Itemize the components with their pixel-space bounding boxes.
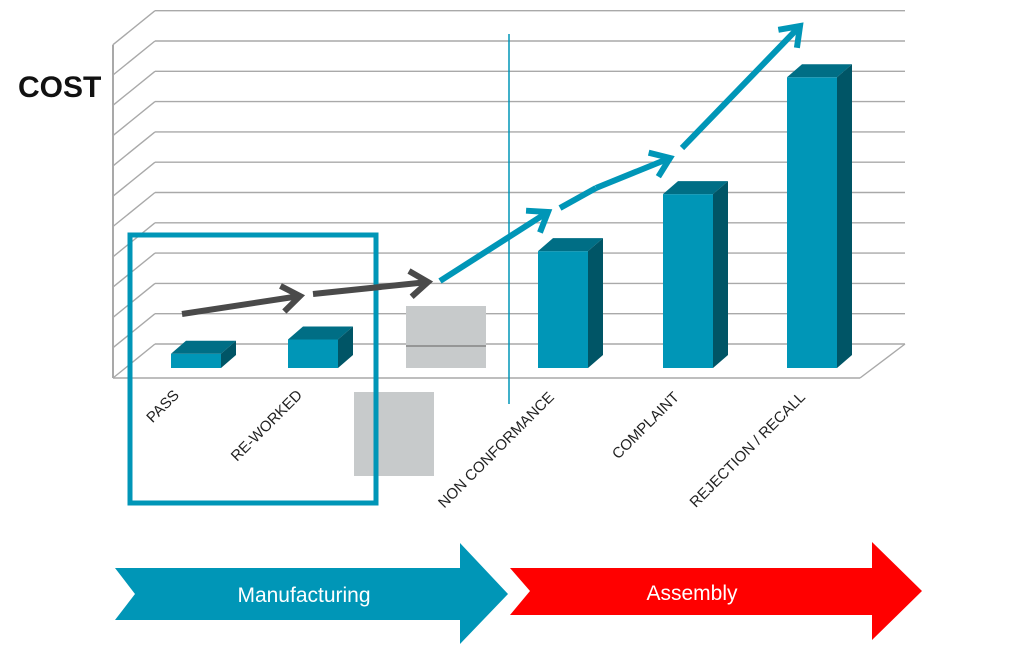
floor-edge	[859, 343, 906, 379]
cost-trend-arrows	[181, 22, 804, 317]
bar-side	[338, 326, 353, 368]
grid-diagonal	[112, 252, 156, 288]
x-tick-label: RE-WORKED	[228, 387, 306, 465]
placeholder-boxes	[354, 306, 486, 476]
y-axis-label: COST	[18, 71, 101, 104]
bar-side	[588, 238, 603, 368]
x-tick-label: PASS	[143, 387, 183, 427]
trend-segment	[679, 23, 803, 151]
grid-diagonal	[112, 10, 156, 46]
trend-segment	[594, 155, 672, 191]
bar-side	[713, 181, 728, 368]
bar-front	[171, 353, 221, 368]
bar-top	[288, 326, 353, 340]
assembly-phase-label: Assembly	[646, 582, 738, 605]
grid-diagonal	[112, 191, 156, 228]
grid-diagonal	[112, 282, 156, 318]
trend-segment	[181, 293, 301, 317]
grid-diagonal	[112, 70, 156, 106]
grid-diagonal	[112, 101, 156, 137]
bar-side	[837, 64, 852, 369]
trend-segment	[312, 279, 429, 297]
grid-diagonal	[112, 40, 156, 76]
bar-rejection-recall	[787, 64, 852, 369]
x-tick-label: COMPLAINT	[609, 389, 683, 463]
manufacturing-highlight-box	[127, 232, 379, 506]
bar-front	[663, 194, 713, 368]
category-labels: PASS RE-WORKED NON CONFORMANCE COMPLAINT REJ…	[143, 387, 809, 512]
trend-segment	[438, 209, 550, 284]
assembly-phase-arrow	[510, 542, 922, 640]
bar-front	[288, 339, 338, 368]
bar-pass	[171, 340, 236, 368]
placeholder-box-bottom	[354, 392, 434, 476]
bar-front	[787, 77, 837, 369]
manufacturing-phase-arrow	[115, 543, 508, 644]
x-tick-label: NON CONFORMANCE	[435, 389, 558, 512]
placeholder-box-top	[406, 306, 486, 368]
phase-arrows: Manufacturing Assembly	[115, 542, 922, 644]
bar-top	[663, 181, 728, 195]
grid-diagonal	[112, 131, 156, 167]
grid-diagonal	[112, 343, 156, 379]
trend-segment	[558, 185, 598, 211]
trend-arrowhead	[647, 149, 675, 179]
x-tick-label: REJECTION / RECALL	[687, 389, 809, 511]
trend-arrowhead	[279, 283, 306, 314]
trend-arrowhead	[407, 268, 434, 299]
bar-non-conformance	[538, 238, 603, 368]
bar-top	[787, 64, 852, 78]
bar-complaint	[663, 181, 728, 368]
bar-front	[538, 251, 588, 368]
bar-top	[538, 238, 603, 252]
bar-re-worked	[288, 326, 353, 368]
grid-diagonal	[112, 313, 156, 349]
trend-arrowhead	[777, 22, 804, 49]
grid-diagonal	[112, 161, 156, 197]
manufacturing-phase-label: Manufacturing	[237, 584, 370, 607]
bar-top	[171, 340, 236, 354]
bar-side	[221, 340, 236, 368]
chart-grid	[112, 9, 906, 379]
grid-diagonal	[112, 222, 156, 258]
trend-arrowhead	[525, 207, 553, 234]
bar-series	[171, 64, 852, 369]
